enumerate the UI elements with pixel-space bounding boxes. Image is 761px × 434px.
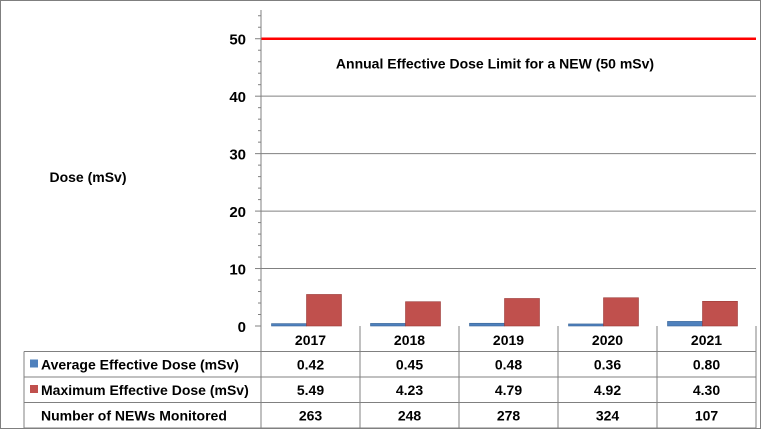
- table-cell: 0.42: [297, 357, 324, 373]
- table-row-label-3: Number of NEWs Monitored: [41, 408, 227, 424]
- legend-key-1: [30, 359, 38, 368]
- category-label-2019: 2019: [493, 332, 524, 348]
- bars: [271, 294, 738, 327]
- y-tick-label-0: 0: [238, 319, 246, 336]
- table-cell: 248: [398, 408, 422, 424]
- data-table: 2017 2018 2019 2020 2021 Average Effective Do…: [23, 326, 757, 429]
- y-tick-label-30: 30: [229, 147, 246, 164]
- table-cell: 0.36: [594, 357, 621, 373]
- table-cell: 0.48: [495, 357, 522, 373]
- category-label-2021: 2021: [691, 332, 722, 348]
- legend-key-2: [30, 385, 38, 393]
- category-label-2017: 2017: [295, 332, 326, 348]
- category-label-2018: 2018: [394, 332, 425, 348]
- dose-limit-label: Annual Effective Dose Limit for a NEW (5…: [336, 56, 654, 72]
- table-cell: 4.92: [594, 382, 621, 398]
- table-cell: 278: [497, 408, 521, 424]
- y-tick-label-50: 50: [229, 32, 246, 49]
- table-cell: 263: [299, 408, 323, 424]
- bar-maximum-2021: [702, 300, 738, 327]
- bar-average-2021: [667, 321, 703, 327]
- reference-line-group: Annual Effective Dose Limit for a NEW (5…: [261, 37, 756, 72]
- table-cell: 4.30: [693, 382, 720, 398]
- table-cell: 324: [596, 408, 620, 424]
- table-cell: 0.80: [693, 357, 720, 373]
- bar-maximum-2018: [405, 301, 441, 327]
- bar-average-2017: [271, 323, 307, 327]
- bar-average-2018: [370, 323, 406, 327]
- axes: [255, 10, 262, 327]
- table-cell: 107: [695, 408, 719, 424]
- y-tick-label-10: 10: [229, 262, 246, 279]
- table-cell: 5.49: [297, 382, 324, 398]
- table-row-label-2: Maximum Effective Dose (mSv): [41, 382, 249, 398]
- bar-maximum-2017: [306, 294, 342, 327]
- bar-maximum-2020: [603, 297, 639, 327]
- table-row-label-1: Average Effective Dose (mSv): [41, 357, 239, 373]
- bar-maximum-2019: [504, 298, 540, 327]
- table-cell: 4.23: [396, 382, 423, 398]
- y-tick-labels: 0 10 20 30 40 50: [229, 32, 246, 336]
- table-cell: 0.45: [396, 357, 423, 373]
- y-tick-label-40: 40: [229, 89, 246, 106]
- bar-average-2019: [469, 322, 505, 327]
- y-tick-label-20: 20: [229, 204, 246, 221]
- y-axis-label: Dose (mSv): [49, 169, 126, 185]
- bar-average-2020: [568, 323, 604, 327]
- table-cell: 4.79: [495, 382, 522, 398]
- category-label-2020: 2020: [592, 332, 623, 348]
